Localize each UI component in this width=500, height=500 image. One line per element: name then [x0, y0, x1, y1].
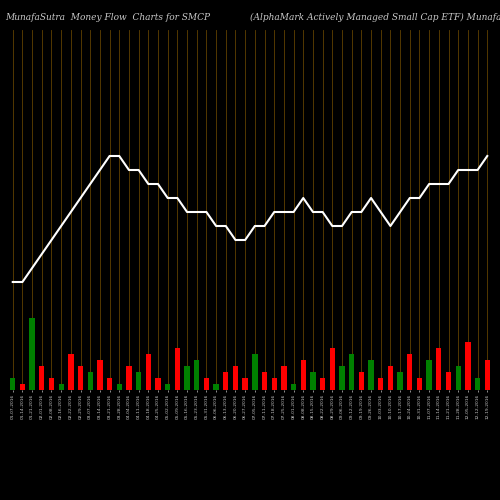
Bar: [146, 354, 151, 390]
Bar: [214, 384, 219, 390]
Bar: [378, 378, 384, 390]
Bar: [340, 366, 344, 390]
Bar: [156, 378, 160, 390]
Bar: [436, 348, 442, 390]
Bar: [426, 360, 432, 390]
Bar: [49, 378, 54, 390]
Bar: [204, 378, 209, 390]
Bar: [233, 366, 238, 390]
Bar: [136, 372, 141, 390]
Bar: [126, 366, 132, 390]
Bar: [417, 378, 422, 390]
Bar: [242, 378, 248, 390]
Bar: [116, 384, 122, 390]
Bar: [446, 372, 451, 390]
Bar: [58, 384, 64, 390]
Bar: [465, 342, 470, 390]
Bar: [388, 366, 393, 390]
Bar: [291, 384, 296, 390]
Bar: [407, 354, 412, 390]
Text: (AlphaMark Actively Managed Small Cap ETF) MunafaSutra.com: (AlphaMark Actively Managed Small Cap ET…: [250, 12, 500, 22]
Bar: [165, 384, 170, 390]
Bar: [349, 354, 354, 390]
Bar: [78, 366, 83, 390]
Bar: [281, 366, 286, 390]
Bar: [398, 372, 403, 390]
Bar: [107, 378, 112, 390]
Bar: [475, 378, 480, 390]
Bar: [456, 366, 461, 390]
Bar: [39, 366, 44, 390]
Text: MunafaSutra  Money Flow  Charts for SMCP: MunafaSutra Money Flow Charts for SMCP: [5, 12, 210, 22]
Bar: [97, 360, 102, 390]
Bar: [272, 378, 277, 390]
Bar: [320, 378, 326, 390]
Bar: [330, 348, 335, 390]
Bar: [484, 360, 490, 390]
Bar: [68, 354, 73, 390]
Bar: [358, 372, 364, 390]
Bar: [300, 360, 306, 390]
Bar: [194, 360, 200, 390]
Bar: [310, 372, 316, 390]
Bar: [368, 360, 374, 390]
Bar: [223, 372, 228, 390]
Bar: [174, 348, 180, 390]
Bar: [30, 318, 35, 390]
Bar: [184, 366, 190, 390]
Bar: [262, 372, 267, 390]
Bar: [88, 372, 93, 390]
Bar: [20, 384, 25, 390]
Bar: [10, 378, 16, 390]
Bar: [252, 354, 258, 390]
